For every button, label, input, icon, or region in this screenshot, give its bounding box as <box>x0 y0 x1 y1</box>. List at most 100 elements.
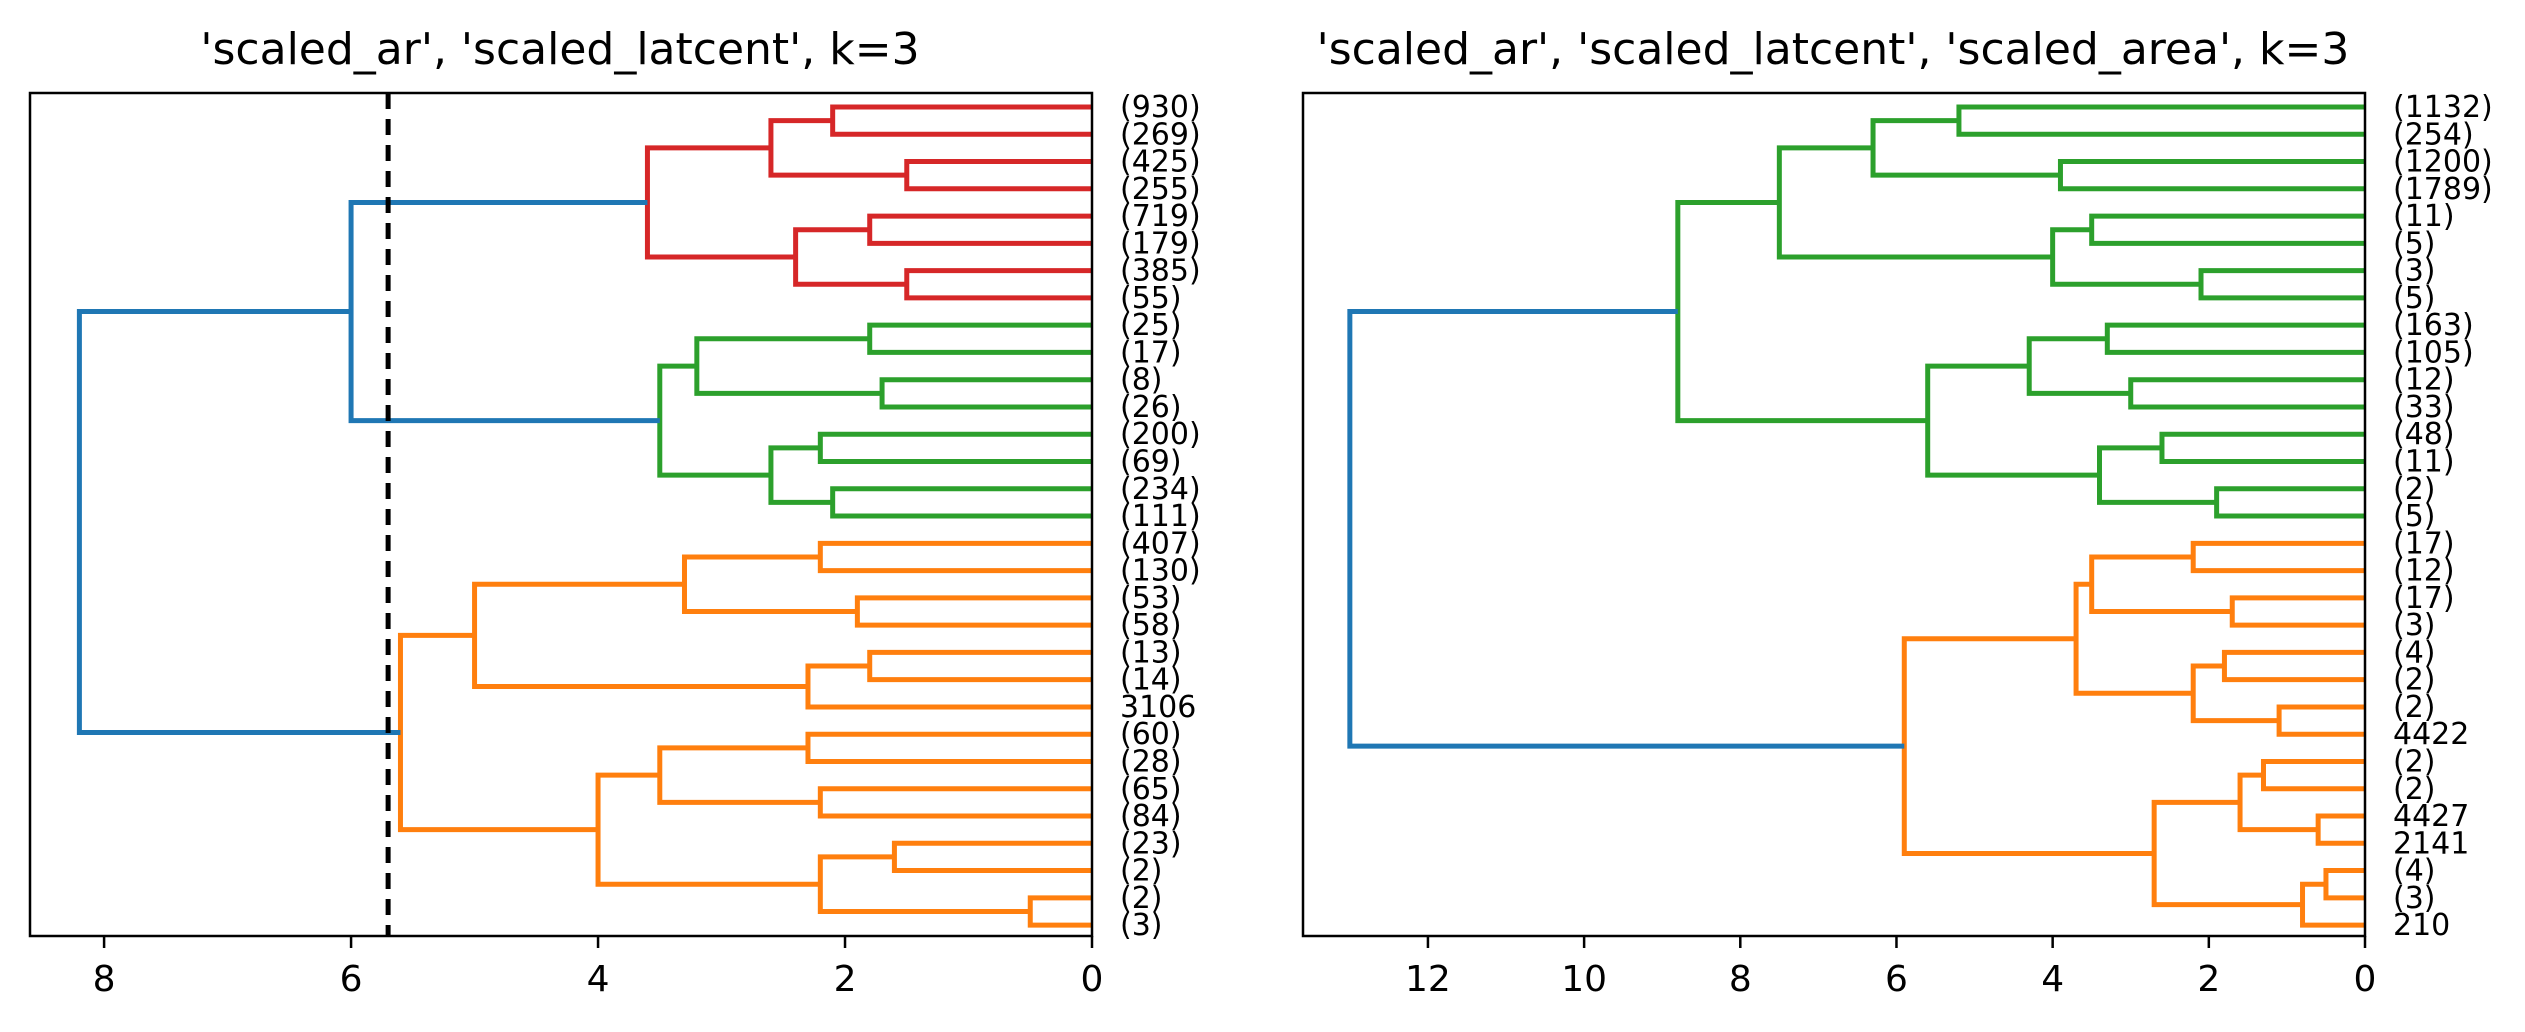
leaf-label: 210 <box>2393 908 2450 943</box>
leaf-label: (1200) <box>2393 145 2493 180</box>
right-leaf-labels: (1132)(254)(1200)(1789)(11)(5)(3)(5)(163… <box>2393 90 2493 943</box>
leaf-label: 4422 <box>2393 717 2469 752</box>
dendrogram-link <box>2315 813 2365 846</box>
leaf-label: (407) <box>1120 526 1201 561</box>
leaf-label: (4) <box>2393 854 2436 889</box>
leaf-label: (2) <box>2393 472 2436 507</box>
leaf-label: 3106 <box>1120 690 1196 725</box>
dendrogram-link <box>793 227 907 287</box>
x-tick-label: 0 <box>2354 959 2377 1000</box>
leaf-label: (65) <box>1120 772 1182 807</box>
dendrogram-link <box>2260 758 2365 792</box>
dendrogram-link <box>817 431 1092 465</box>
dendrogram-link <box>657 363 771 478</box>
dendrogram-link <box>76 309 401 736</box>
leaf-label: 2141 <box>2393 826 2469 861</box>
x-tick-label: 8 <box>1729 959 1752 1000</box>
dendrogram-link <box>2057 159 2365 192</box>
leaf-label: (930) <box>1120 90 1201 125</box>
leaf-label: (11) <box>2393 445 2455 480</box>
right-dendrogram-panel: 'scaled_ar', 'scaled_latcent', 'scaled_a… <box>1301 24 2493 1000</box>
dendrogram-link <box>2104 322 2365 355</box>
dendrogram-link <box>867 649 1092 683</box>
dendrogram-link <box>1925 363 2100 478</box>
leaf-label: (2) <box>2393 772 2436 807</box>
leaf-label: (12) <box>2393 554 2455 589</box>
left-axes-frame <box>28 91 1094 938</box>
dendrogram-link <box>2050 227 2202 287</box>
x-tick-label: 4 <box>2041 959 2064 1000</box>
x-tick-label: 6 <box>1885 959 1908 1000</box>
dendrogram-link <box>805 731 1092 764</box>
dendrogram-link <box>1901 636 2155 857</box>
leaf-label: (3) <box>2393 881 2436 916</box>
dendrogram-link <box>2323 868 2365 901</box>
leaf-label: (269) <box>1120 117 1201 152</box>
leaf-label: (200) <box>1120 417 1201 452</box>
dendrogram-link <box>644 145 796 260</box>
dendrogram-link <box>1776 145 2053 260</box>
leaf-label: (385) <box>1120 254 1201 289</box>
dendrogram-link <box>2237 772 2319 833</box>
leaf-label: (28) <box>1120 744 1182 779</box>
dendrogram-link <box>891 840 1092 874</box>
dendrogram-link <box>817 540 1092 574</box>
dendrogram-link <box>867 213 1092 246</box>
leaf-label: (179) <box>1120 226 1201 261</box>
leaf-label: (14) <box>1120 663 1182 698</box>
right-axes-frame <box>1301 91 2367 938</box>
leaf-label: (5) <box>2393 281 2436 316</box>
left-x-axis-ticks: 8 6 4 2 0 <box>93 936 1104 1000</box>
left-leaf-labels: (930)(269)(425)(255)(719)(179)(385)(55)(… <box>1120 90 1201 943</box>
dendrogram-link <box>879 377 1092 410</box>
dendrogram-link <box>595 772 821 887</box>
leaf-label: (26) <box>1120 390 1182 425</box>
leaf-label: (1132) <box>2393 90 2493 125</box>
left-dendrogram-panel: 'scaled_ar', 'scaled_latcent', k=3 (930)… <box>28 24 1201 1000</box>
dendrogram-link <box>2190 663 2280 724</box>
x-tick-label: 10 <box>1561 959 1607 1000</box>
leaf-label: (48) <box>2393 417 2455 452</box>
leaf-label: (105) <box>2393 335 2474 370</box>
leaf-label: (23) <box>1120 826 1182 861</box>
dendrogram-link <box>657 745 821 805</box>
leaf-label: (719) <box>1120 199 1201 234</box>
leaf-label: (2) <box>1120 881 1163 916</box>
dendrogram-link <box>817 854 1031 914</box>
dendrogram-link <box>2300 881 2365 928</box>
x-tick-label: 2 <box>2197 959 2220 1000</box>
leaf-label: (53) <box>1120 581 1182 616</box>
leaf-label: (13) <box>1120 635 1182 670</box>
dendrogram-link <box>2128 377 2365 410</box>
right-panel-title: 'scaled_ar', 'scaled_latcent', 'scaled_a… <box>1317 24 2350 75</box>
dendrogram-link <box>2190 540 2365 574</box>
leaf-label: (8) <box>1120 363 1163 398</box>
dendrogram-link <box>805 663 1092 710</box>
leaf-label: (69) <box>1120 445 1182 480</box>
leaf-label: (84) <box>1120 799 1182 834</box>
leaf-label: (17) <box>1120 335 1182 370</box>
right-dendrogram-links <box>1347 104 2365 928</box>
leaf-label: (130) <box>1120 554 1201 589</box>
leaf-label: (3) <box>2393 608 2436 643</box>
leaf-label: (17) <box>2393 526 2455 561</box>
x-tick-label: 6 <box>340 959 363 1000</box>
left-panel-title: 'scaled_ar', 'scaled_latcent', k=3 <box>200 24 919 75</box>
leaf-label: (12) <box>2393 363 2455 398</box>
x-tick-label: 0 <box>1081 959 1104 1000</box>
leaf-label: (17) <box>2393 581 2455 616</box>
x-tick-label: 12 <box>1405 959 1451 1000</box>
leaf-label: (3) <box>2393 254 2436 289</box>
leaf-label: (33) <box>2393 390 2455 425</box>
dendrogram-link <box>817 786 1092 819</box>
x-tick-label: 4 <box>587 959 610 1000</box>
leaf-label: (254) <box>2393 117 2474 152</box>
leaf-label: (163) <box>2393 308 2474 343</box>
leaf-label: (11) <box>2393 199 2455 234</box>
leaf-label: (234) <box>1120 472 1201 507</box>
dendrogram-link <box>348 199 660 424</box>
left-dendrogram-links <box>76 104 1092 928</box>
x-tick-label: 8 <box>93 959 116 1000</box>
